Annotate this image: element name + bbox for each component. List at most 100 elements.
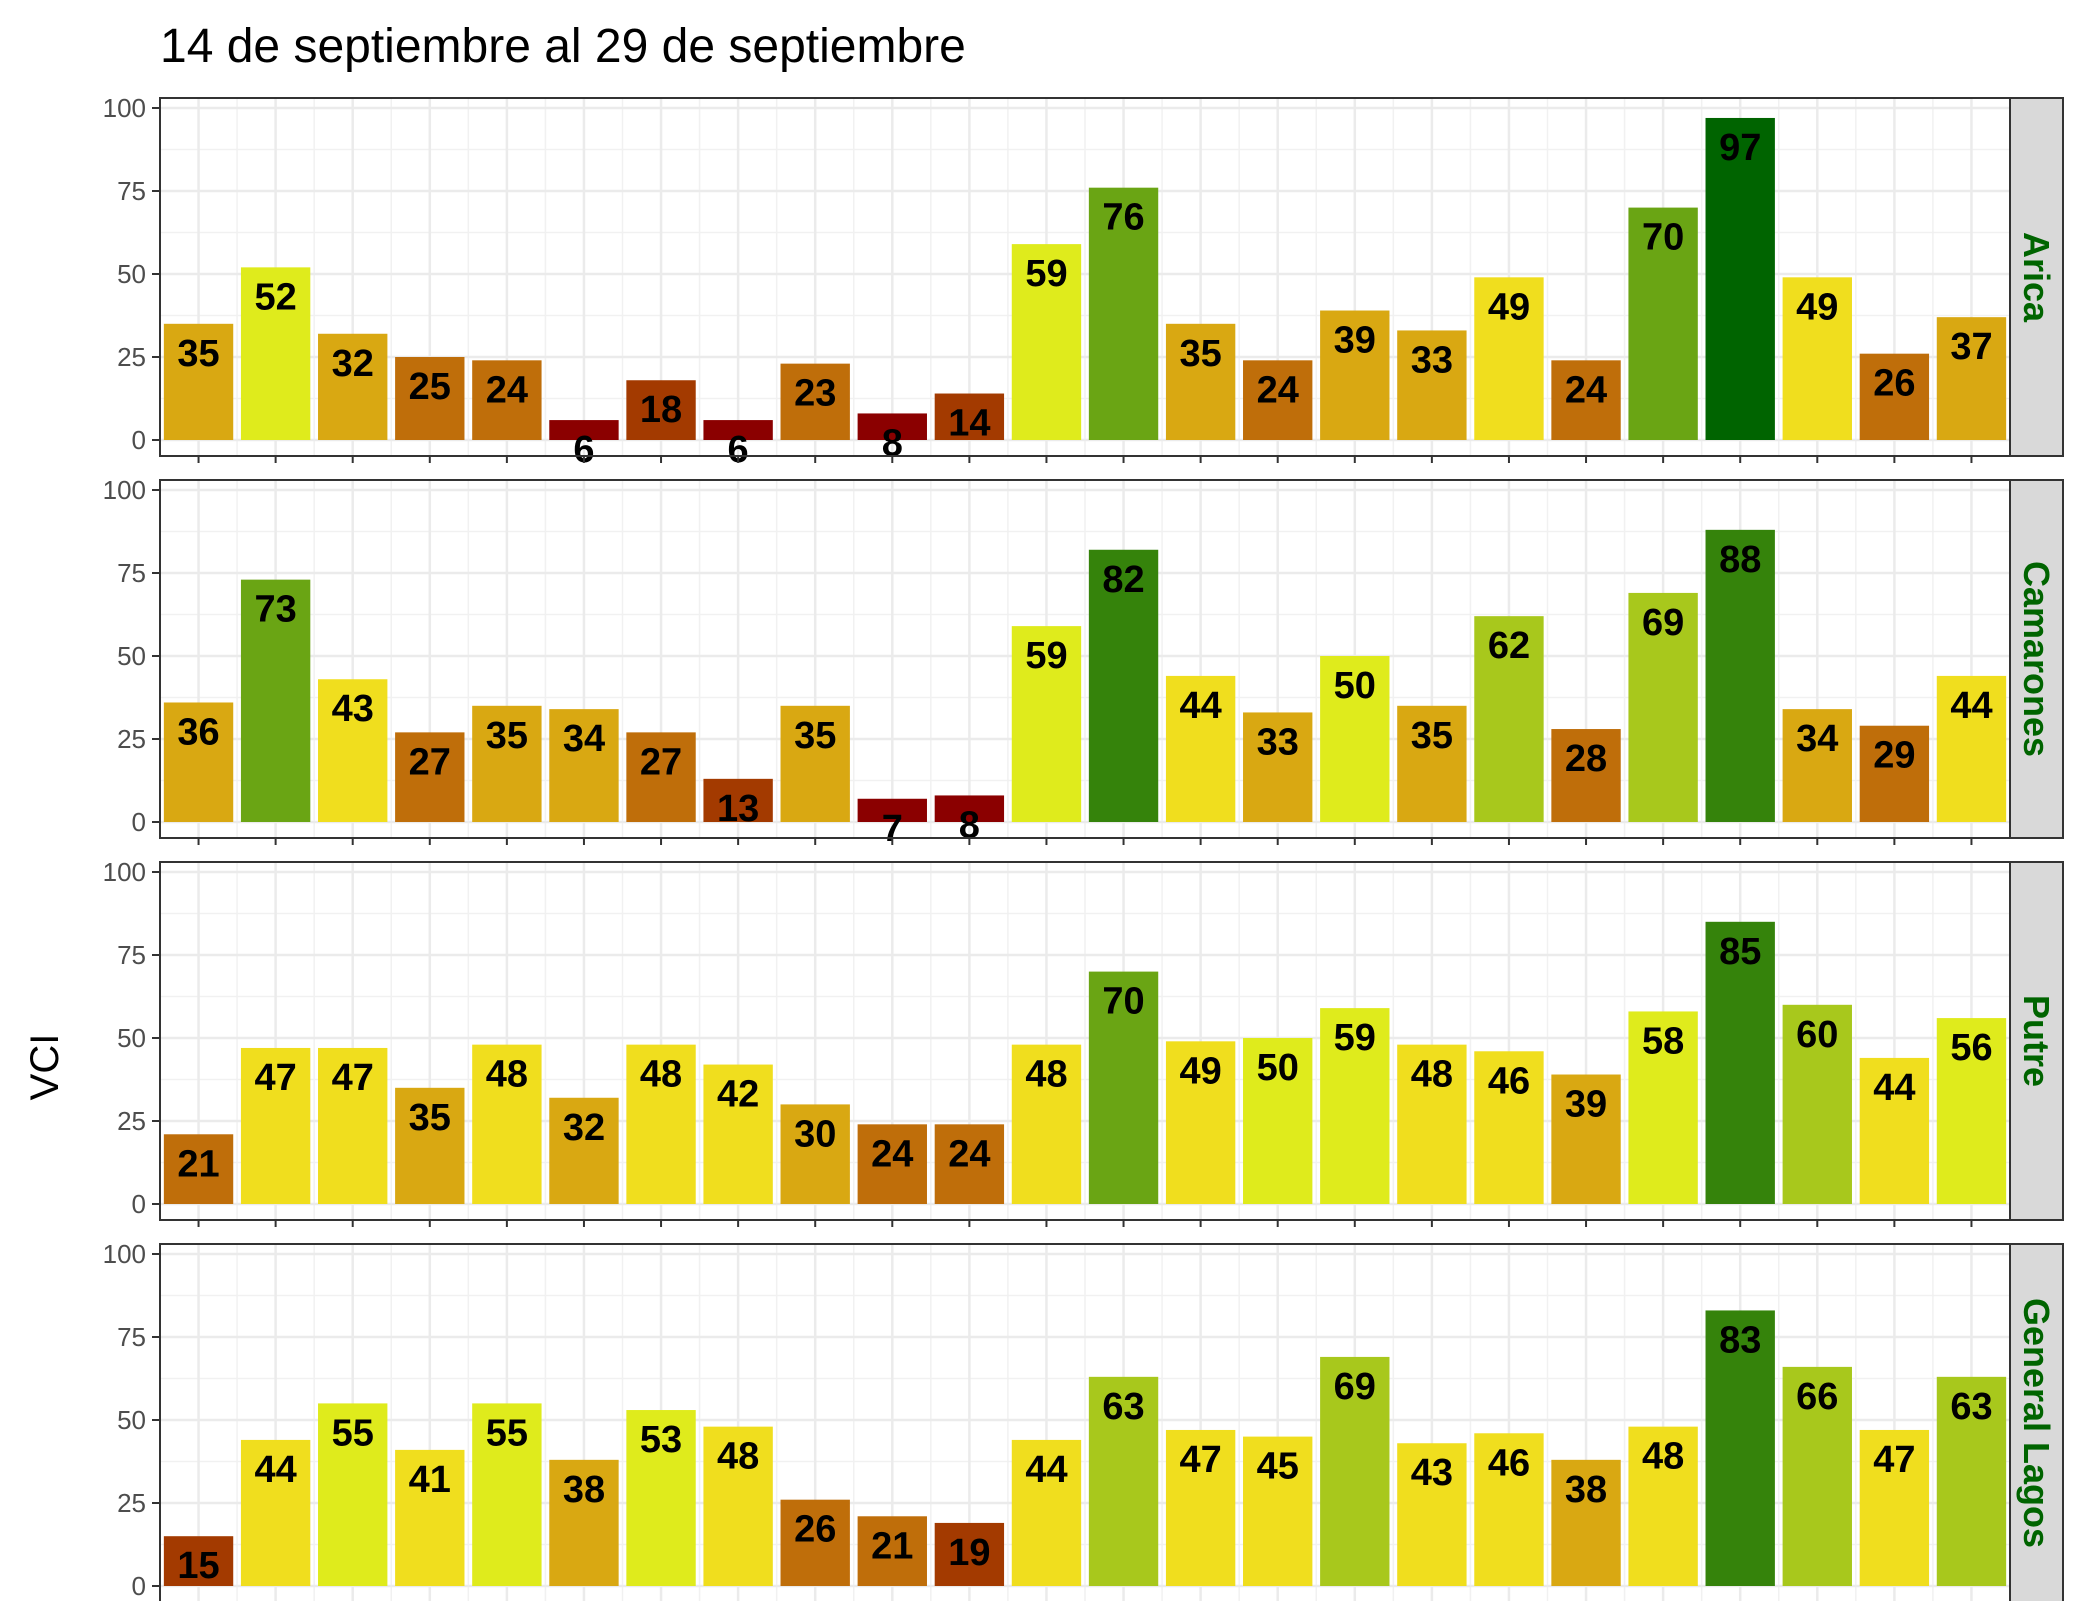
bar <box>163 1134 234 1204</box>
bar <box>1011 1044 1082 1204</box>
bar <box>472 1403 542 1586</box>
bar-value-label: 59 <box>1025 253 1067 295</box>
bar <box>934 1522 1005 1586</box>
bar <box>240 267 311 440</box>
bar <box>934 1124 1005 1204</box>
bar-value-label: 26 <box>794 1509 836 1551</box>
bar-value-label: 59 <box>1025 635 1067 677</box>
bar <box>1243 712 1313 822</box>
bar-value-label: 47 <box>332 1057 374 1099</box>
bar <box>626 380 696 440</box>
bar <box>1859 353 1930 440</box>
y-tick-label: 25 <box>117 1106 146 1136</box>
y-tick-label: 100 <box>103 1239 146 1269</box>
facet-strip-label: Camarones <box>2016 561 2057 757</box>
bar-value-label: 55 <box>486 1412 528 1454</box>
y-tick-label: 0 <box>132 1571 146 1601</box>
bar-value-label: 44 <box>254 1449 296 1491</box>
bar-value-label: 60 <box>1796 1014 1838 1056</box>
bar-value-label: 34 <box>563 718 605 760</box>
bar-value-label: 48 <box>1642 1436 1684 1478</box>
bar <box>1243 1436 1313 1586</box>
bar-value-label: 85 <box>1719 931 1761 973</box>
bar-value-label: 28 <box>1565 738 1607 780</box>
bar <box>1782 1366 1852 1586</box>
panel-arica: 35 52 32 25 24 6 18 6 23 8 14 59 76 35 24 39 33 49 24 70 97 4… <box>103 93 2064 471</box>
bar <box>703 778 773 822</box>
bar <box>626 1044 696 1204</box>
y-tick-label: 75 <box>117 176 146 206</box>
bar <box>857 1516 927 1586</box>
bar <box>703 420 773 440</box>
y-tick-label: 0 <box>132 807 146 837</box>
bar-value-label: 33 <box>1411 339 1453 381</box>
bar-value-label: 47 <box>254 1057 296 1099</box>
bar <box>1011 1439 1082 1586</box>
bar-value-label: 53 <box>640 1419 682 1461</box>
bar <box>549 420 619 440</box>
bar-value-label: 82 <box>1102 559 1144 601</box>
bar <box>163 702 234 822</box>
bar <box>1088 971 1159 1204</box>
bar-value-label: 48 <box>640 1054 682 1096</box>
bar-value-label: 18 <box>640 389 682 431</box>
bar-value-label: 35 <box>177 333 219 375</box>
bar-value-label: 73 <box>254 589 296 631</box>
bar <box>1705 529 1775 822</box>
bar <box>549 1459 619 1586</box>
bar-value-label: 48 <box>486 1054 528 1096</box>
bar-value-label: 56 <box>1950 1027 1992 1069</box>
bar-value-label: 50 <box>1257 1047 1299 1089</box>
bar <box>1474 277 1544 440</box>
bar <box>703 1426 773 1586</box>
bar <box>1628 592 1698 822</box>
bar-value-label: 44 <box>1950 685 1992 727</box>
bar <box>1320 310 1390 440</box>
bar-value-label: 43 <box>332 688 374 730</box>
bar <box>1782 1004 1852 1204</box>
bar-value-label: 32 <box>332 343 374 385</box>
bar <box>780 1499 850 1586</box>
bar-value-label: 8 <box>959 804 980 846</box>
panel-camarones: 36 73 43 27 35 34 27 13 35 7 8 59 82 44 33 50 35 62 28 69 88… <box>103 475 2064 850</box>
bar <box>549 1097 619 1204</box>
bar <box>1165 1041 1236 1204</box>
bar <box>1551 360 1621 440</box>
bar-value-label: 59 <box>1334 1017 1376 1059</box>
y-tick-label: 100 <box>103 857 146 887</box>
bar <box>1628 207 1698 440</box>
panel-general-lagos: 15 44 55 41 55 38 53 48 26 21 19 44 63 47 45 69 43 46 38 48… <box>103 1239 2064 1601</box>
bar-value-label: 97 <box>1719 127 1761 169</box>
bar-value-label: 38 <box>1565 1469 1607 1511</box>
bar <box>1011 626 1082 822</box>
bar <box>395 357 465 440</box>
panel-putre: 21 47 47 35 48 32 48 42 30 24 24 48 70 49 50 59 48 46 39 58… <box>103 857 2064 1227</box>
bar <box>1088 1376 1159 1586</box>
bar-value-label: 14 <box>948 403 990 445</box>
bar <box>703 1064 773 1204</box>
facet-strip <box>2009 97 2064 457</box>
bar <box>857 798 927 822</box>
bar <box>1859 1429 1930 1586</box>
bar-value-label: 45 <box>1257 1446 1299 1488</box>
bar-value-label: 58 <box>1642 1020 1684 1062</box>
bar-value-label: 15 <box>177 1545 219 1587</box>
facet-strip <box>2009 1243 2064 1601</box>
bar-value-label: 35 <box>409 1097 451 1139</box>
bar <box>1474 1051 1544 1204</box>
bar <box>240 579 311 822</box>
bar-value-label: 49 <box>1796 286 1838 328</box>
bar-value-label: 37 <box>1950 326 1992 368</box>
facet-strip-label: Arica <box>2016 232 2057 323</box>
bar-value-label: 46 <box>1488 1060 1530 1102</box>
bar-value-label: 35 <box>1179 333 1221 375</box>
bar-value-label: 24 <box>948 1133 990 1175</box>
bar <box>1705 921 1775 1204</box>
bar <box>780 705 850 822</box>
y-tick-label: 75 <box>117 558 146 588</box>
bar <box>1936 675 2007 822</box>
y-tick-label: 75 <box>117 940 146 970</box>
bar-value-label: 21 <box>177 1143 219 1185</box>
bar <box>549 709 619 822</box>
